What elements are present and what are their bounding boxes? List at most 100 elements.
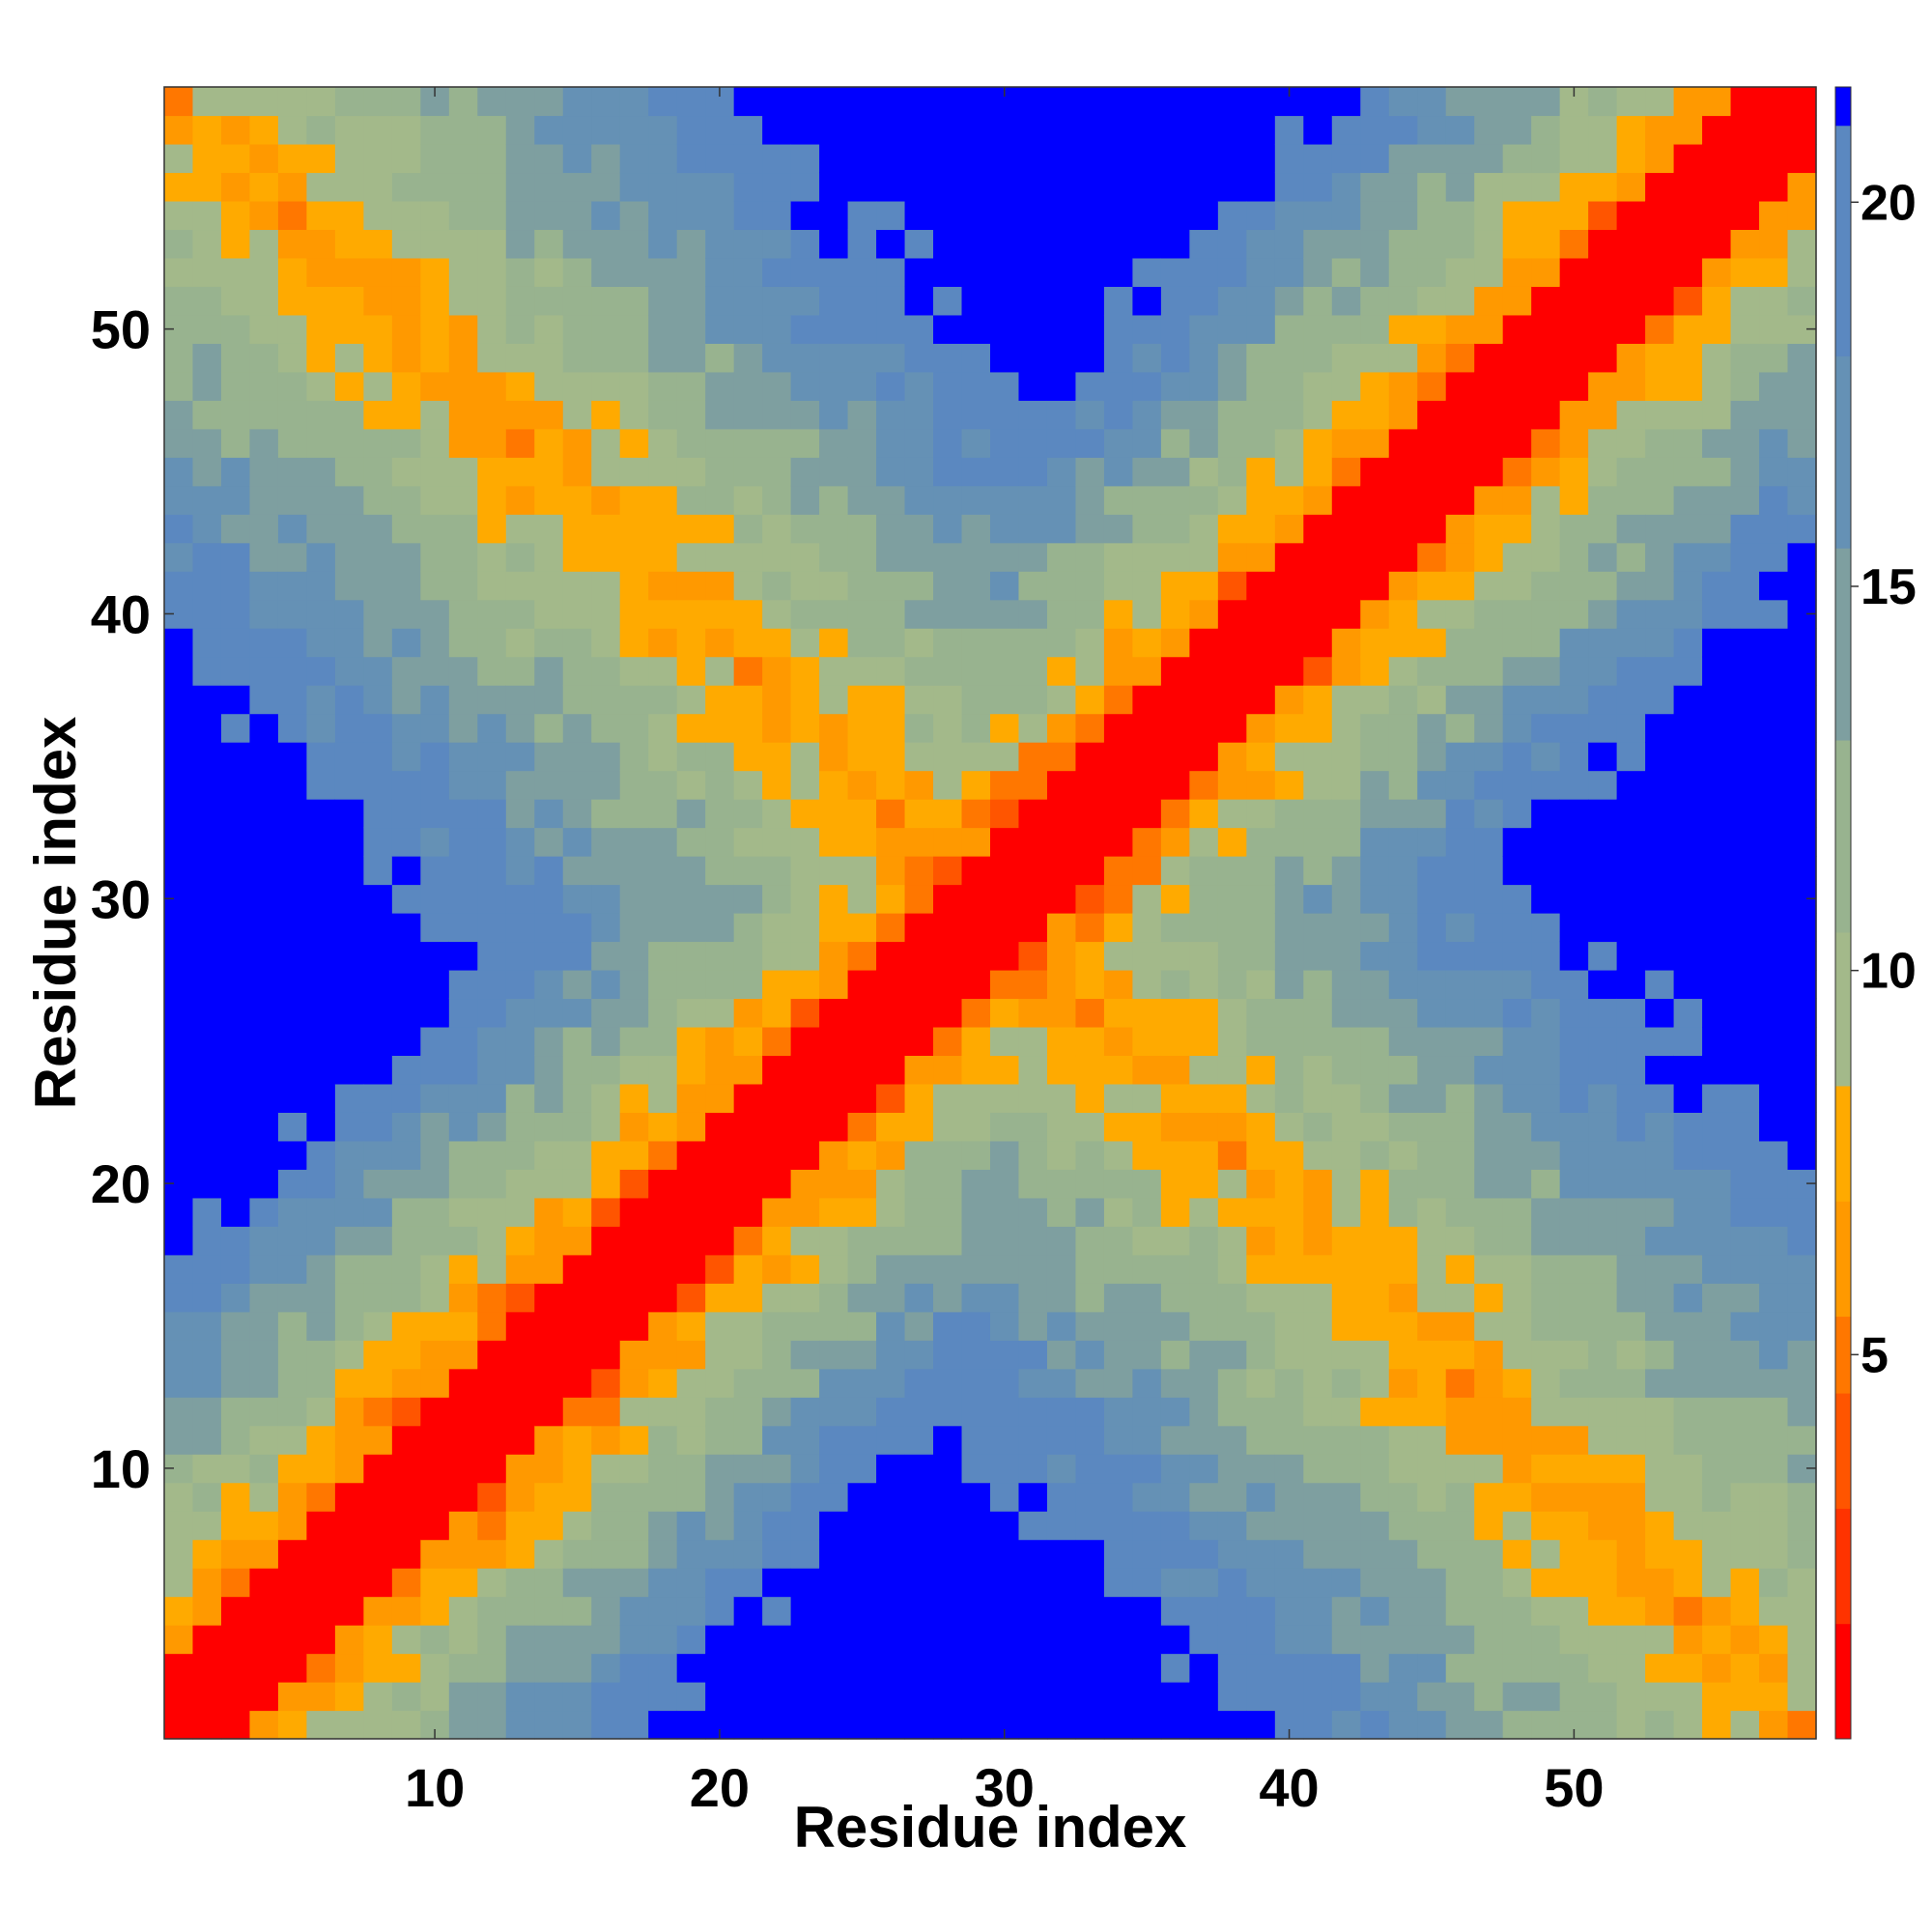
heatmap-cell <box>819 1568 849 1598</box>
heatmap-cell <box>249 1425 279 1455</box>
heatmap-cell <box>1417 314 1447 344</box>
heatmap-cell <box>1588 1226 1618 1256</box>
heatmap-cell <box>1702 229 1732 259</box>
heatmap-cell <box>391 314 421 344</box>
heatmap-cell <box>334 1083 364 1113</box>
heatmap-cell <box>1588 685 1618 715</box>
heatmap-cell <box>391 1653 421 1683</box>
heatmap-cell <box>1103 1283 1134 1313</box>
heatmap-cell <box>733 1368 763 1398</box>
heatmap-cell <box>420 115 450 145</box>
heatmap-cell <box>277 941 308 971</box>
heatmap-cell <box>1331 1425 1361 1455</box>
colorbar-frame <box>1834 86 1852 1740</box>
heatmap-cell <box>1274 713 1304 743</box>
heatmap-cell <box>164 457 194 487</box>
heatmap-cell <box>762 1026 792 1057</box>
heatmap-cell <box>562 1112 592 1142</box>
heatmap-cell <box>1388 1397 1418 1427</box>
heatmap-cell <box>933 1682 963 1712</box>
heatmap-cell <box>1559 115 1589 145</box>
heatmap-cell <box>1303 1169 1333 1199</box>
heatmap-cell <box>1531 1226 1561 1256</box>
heatmap-cell <box>876 1454 906 1484</box>
heatmap-cell <box>790 856 820 886</box>
heatmap-cell <box>1730 856 1760 886</box>
heatmap-cell <box>220 856 251 886</box>
heatmap-cell <box>1445 628 1475 658</box>
heatmap-cell <box>762 1454 792 1484</box>
heatmap-cell <box>1502 172 1532 202</box>
heatmap-cell <box>334 1625 364 1655</box>
heatmap-cell <box>1616 770 1646 800</box>
heatmap-cell <box>477 200 507 231</box>
heatmap-cell <box>306 1454 336 1484</box>
heatmap-cell <box>1303 1625 1333 1655</box>
heatmap-cell <box>619 856 649 886</box>
heatmap-cell <box>619 1511 649 1541</box>
heatmap-cell <box>705 827 735 857</box>
heatmap-cell <box>1132 1169 1162 1199</box>
heatmap-cell <box>277 884 308 914</box>
heatmap-cell <box>277 742 308 772</box>
heatmap-cell <box>505 656 535 686</box>
heatmap-cell <box>249 457 279 487</box>
heatmap-cell <box>249 571 279 601</box>
heatmap-cell <box>1189 685 1219 715</box>
heatmap-cell <box>1730 485 1760 515</box>
heatmap-cell <box>1103 1368 1134 1398</box>
heatmap-cell <box>1502 1568 1532 1598</box>
heatmap-cell <box>705 1454 735 1484</box>
heatmap-cell <box>961 314 991 344</box>
heatmap-cell <box>334 571 364 601</box>
heatmap-cell <box>1616 257 1646 287</box>
heatmap-cell <box>1673 969 1703 1000</box>
heatmap-cell <box>277 1511 308 1541</box>
heatmap-cell <box>1730 1625 1760 1655</box>
heatmap-cell <box>1616 514 1646 544</box>
heatmap-cell <box>1616 799 1646 829</box>
heatmap-cell <box>990 200 1020 231</box>
heatmap-cell <box>1274 1226 1304 1256</box>
heatmap-cell <box>334 257 364 287</box>
heatmap-cell <box>334 542 364 572</box>
heatmap-cell <box>505 400 535 430</box>
heatmap-cell <box>1559 428 1589 458</box>
heatmap-cell <box>762 1169 792 1199</box>
heatmap-cell <box>192 656 222 686</box>
heatmap-cells <box>164 87 1817 1740</box>
heatmap-cell <box>933 1425 963 1455</box>
heatmap-cell <box>619 1425 649 1455</box>
heatmap-cell <box>762 257 792 287</box>
heatmap-cell <box>1246 1368 1276 1398</box>
heatmap-cell <box>904 1568 934 1598</box>
heatmap-cell <box>1189 799 1219 829</box>
heatmap-cell <box>1645 1283 1675 1313</box>
heatmap-cell <box>1331 314 1361 344</box>
heatmap-cell <box>277 998 308 1028</box>
heatmap-cell <box>762 1682 792 1712</box>
heatmap-cell <box>1018 1197 1048 1227</box>
heatmap-cell <box>1759 599 1789 629</box>
heatmap-cell <box>1645 314 1675 344</box>
heatmap-cell <box>1445 1340 1475 1370</box>
heatmap-cell <box>1673 628 1703 658</box>
heatmap-cell <box>164 343 194 373</box>
heatmap-cell <box>477 742 507 772</box>
heatmap-cell <box>1616 1653 1646 1683</box>
heatmap-cell <box>1588 400 1618 430</box>
heatmap-cell <box>505 913 535 943</box>
heatmap-cell <box>1474 571 1504 601</box>
heatmap-cell <box>306 485 336 515</box>
heatmap-cell <box>220 1482 251 1512</box>
heatmap-cell <box>562 599 592 629</box>
heatmap-cell <box>1702 1311 1732 1341</box>
heatmap-cell <box>420 1340 450 1370</box>
heatmap-cell <box>1531 1682 1561 1712</box>
heatmap-cell <box>619 200 649 231</box>
heatmap-cell <box>477 400 507 430</box>
heatmap-cell <box>1474 343 1504 373</box>
heatmap-cell <box>164 229 194 259</box>
heatmap-cell <box>249 542 279 572</box>
heatmap-cell <box>420 343 450 373</box>
